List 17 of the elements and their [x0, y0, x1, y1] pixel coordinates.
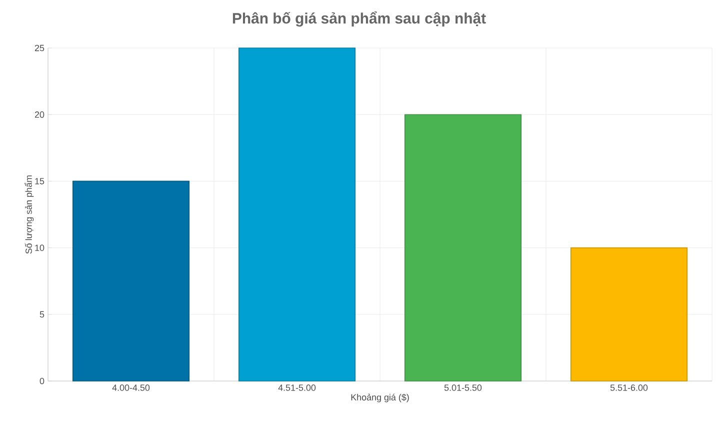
bar [238, 48, 356, 382]
y-axis-title: Số lượng sản phẩm [24, 176, 34, 254]
y-tick-label: 10 [35, 244, 44, 251]
x-tick-label: 5.51-6.00 [610, 384, 648, 391]
x-axis-title: Khoảng giá ($) [351, 394, 409, 402]
bar [570, 247, 688, 382]
x-tick-label: 4.00-4.50 [112, 384, 150, 391]
x-tick-label: 5.01-5.50 [444, 384, 482, 391]
y-tick-label: 5 [40, 311, 44, 318]
y-tick-label: 0 [40, 378, 44, 384]
bar [72, 180, 190, 382]
bar [404, 114, 522, 382]
y-tick-label: 15 [35, 178, 44, 184]
y-tick-label: 20 [34, 111, 44, 118]
chart-title: Phân bố giá sản phẩm sau cập nhật [232, 11, 486, 27]
y-tick-label: 25 [34, 44, 44, 52]
x-tick-label: 4.51-5.00 [278, 384, 316, 391]
